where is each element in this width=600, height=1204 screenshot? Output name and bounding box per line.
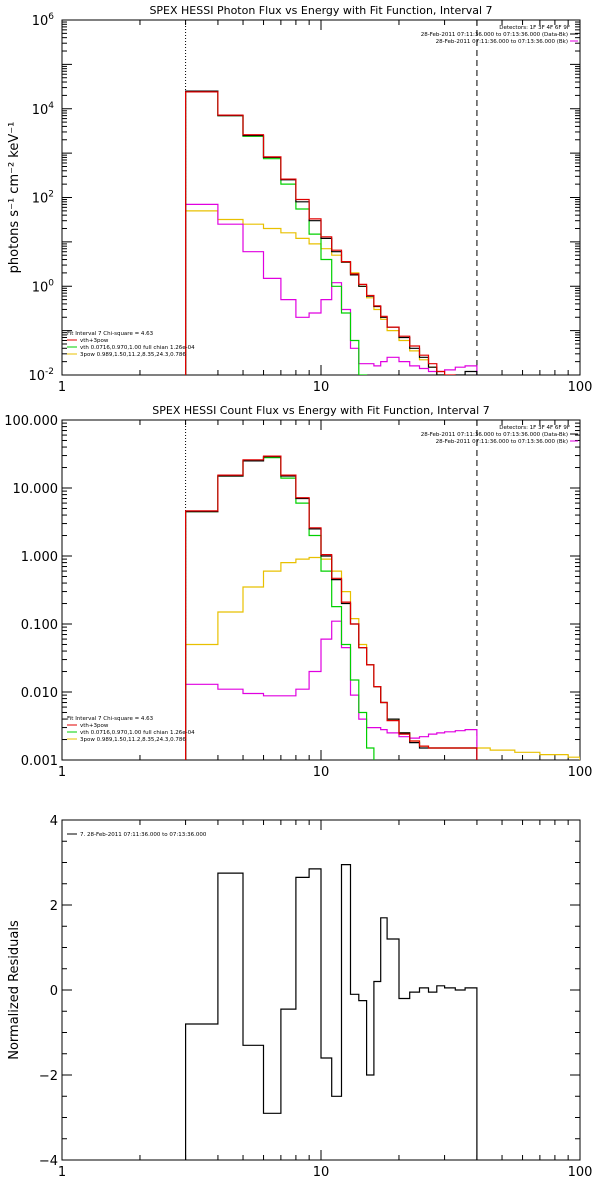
series-data-line [185, 456, 478, 760]
chart-panel-2: SPEX HESSI Count Flux vs Energy with Fit… [4, 404, 593, 780]
x-tick-label: 1 [58, 765, 66, 780]
y-tick-label: 10-2 [28, 367, 54, 384]
y-axis-label: Normalized Residuals [7, 920, 22, 1060]
x-tick-label: 10 [313, 380, 330, 395]
x-tick-label: 100 [568, 380, 593, 395]
legend-entry-label: 3pow 0.989,1.50,11.2,8.35,24.3,0.786 [80, 352, 186, 358]
x-tick-label: 100 [568, 1165, 593, 1180]
y-tick-label: 100 [32, 278, 55, 295]
series-group [185, 455, 580, 760]
x-tick-label: 1 [58, 380, 66, 395]
plot-frame [61, 19, 581, 376]
y-tick-label: 0.100 [21, 618, 58, 633]
y-tick-label: 102 [32, 190, 54, 207]
series-group [185, 864, 478, 1160]
fit-legend-title: Fit Interval 7 Chi-square = 4.63 [67, 716, 154, 722]
legend-entry-label: vth 0.0716,0.970,1.00 full chian 1.26e-0… [80, 730, 195, 736]
series-bk-line [185, 620, 478, 760]
legend-entry-label: vth+3pow [80, 338, 109, 344]
series-data-line [185, 864, 478, 1160]
y-tick-label: 10.000 [13, 482, 59, 497]
y-tick-label: −4 [39, 1154, 58, 1169]
x-tick-label: 10 [313, 765, 330, 780]
series-bk-line [185, 203, 478, 375]
series-group [185, 90, 478, 375]
detectors-label: Detectors: 1F 3F 4F 6F 9F [499, 425, 570, 431]
y-tick-label: 0.010 [21, 686, 58, 701]
chart-panel-3: 1 10 100 −4 −2 0 2 4 Normalized Residuals 7. 28-F… [7, 814, 592, 1180]
chart-panel-1: SPEX HESSI Photon Flux vs Energy with Fi… [7, 4, 593, 395]
x-tick-label: 1 [58, 1165, 66, 1180]
series-data-line [185, 90, 478, 375]
y-tick-label: 0.001 [21, 754, 58, 769]
y-tick-label: 1.000 [21, 550, 58, 565]
y-axis-label: photons s⁻¹ cm⁻² keV⁻¹ [7, 122, 22, 274]
y-tick-label: −2 [39, 1069, 58, 1084]
series-total-line [185, 91, 478, 375]
fit-legend-title: Fit Interval 7 Chi-square = 4.63 [67, 331, 154, 337]
legend-entry-label: 3pow 0.989,1.50,11.2,8.35,24.3,0.786 [80, 737, 186, 743]
plot-frame [61, 419, 581, 761]
legend-entry-label: 7. 28-Feb-2011 07:11:36.000 to 07:13:36.… [80, 832, 207, 838]
series-total-line [185, 455, 478, 760]
x-tick-label: 10 [313, 1165, 330, 1180]
y-tick-label: 106 [32, 12, 55, 29]
y-tick-label: 104 [32, 101, 55, 118]
legend-entry-label: 28-Feb-2011 07:11:36.000 to 07:13:36.000… [436, 39, 568, 45]
y-tick-label: 0 [50, 984, 58, 999]
legend-entry-label: 28-Feb-2011 07:11:36.000 to 07:13:36.000… [436, 439, 568, 445]
legend-entry-label: vth+3pow [80, 723, 109, 729]
x-tick-label: 100 [568, 765, 593, 780]
legend-entry-label: vth 0.0716,0.970,1.00 full chian 1.26e-0… [80, 345, 195, 351]
y-tick-label: 2 [50, 899, 58, 914]
chart-title: SPEX HESSI Photon Flux vs Energy with Fi… [149, 4, 492, 17]
y-tick-label: 4 [50, 814, 58, 829]
y-tick-label: 100.000 [4, 414, 58, 429]
chart-title: SPEX HESSI Count Flux vs Energy with Fit… [152, 404, 489, 417]
legend-entry-label: 28-Feb-2011 07:11:36.000 to 07:13:36.000… [421, 432, 568, 438]
legend-entry-label: 28-Feb-2011 07:11:36.000 to 07:13:36.000… [421, 32, 568, 38]
detectors-label: Detectors: 1F 3F 4F 6F 9F [499, 25, 570, 31]
